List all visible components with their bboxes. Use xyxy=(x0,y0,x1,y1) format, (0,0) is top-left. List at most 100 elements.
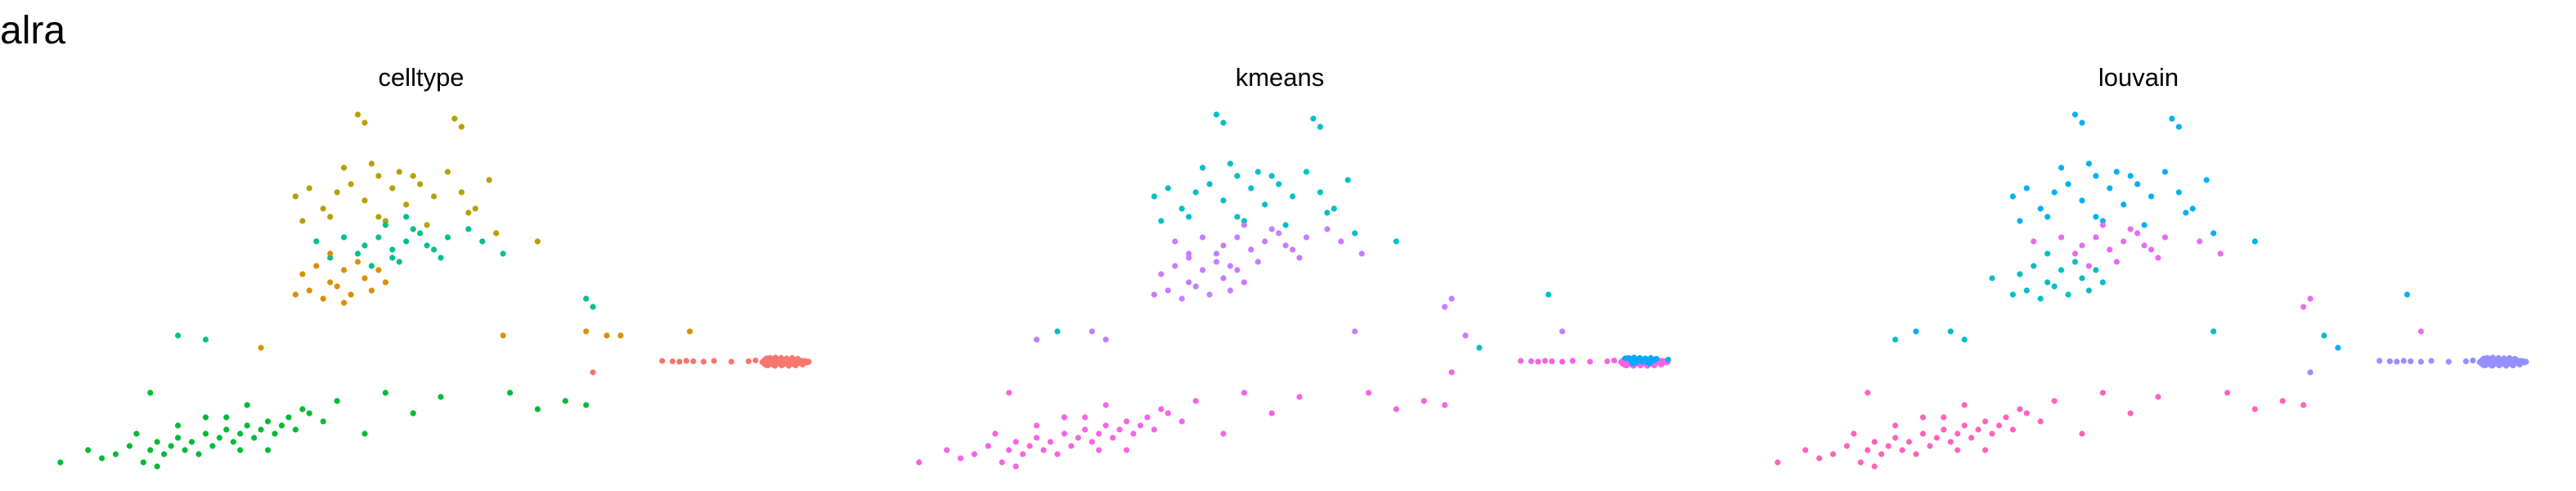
scatter-point xyxy=(382,279,388,286)
scatter-point xyxy=(1178,418,1185,425)
scatter-point xyxy=(1082,414,1088,421)
scatter-point xyxy=(1892,336,1899,343)
scatter-point xyxy=(403,238,410,245)
series-1 xyxy=(292,111,541,245)
scatter-point xyxy=(1165,410,1171,417)
scatter-point xyxy=(451,115,458,122)
scatter-point xyxy=(944,447,950,453)
scatter-point xyxy=(154,463,160,470)
scatter-point xyxy=(2017,218,2023,224)
scatter-point xyxy=(1012,439,1019,445)
scatter-point xyxy=(1227,263,1233,269)
scatter-point xyxy=(1206,181,1213,187)
scatter-point xyxy=(2071,259,2079,265)
scatter-point xyxy=(99,455,105,462)
scatter-point xyxy=(327,214,334,220)
scatter-point xyxy=(375,267,382,273)
scatter-point xyxy=(361,275,368,282)
scatter-point xyxy=(2523,358,2529,365)
scatter-point xyxy=(1892,422,1899,429)
scatter-point xyxy=(424,242,430,249)
scatter-point xyxy=(465,209,472,216)
scatter-point xyxy=(1241,218,1247,224)
scatter-point xyxy=(958,455,964,462)
scatter-point xyxy=(1982,418,1989,425)
scatter-point xyxy=(1989,275,1995,282)
scatter-point xyxy=(782,357,788,363)
scatter-point xyxy=(1545,291,1552,298)
scatter-point xyxy=(112,451,119,457)
scatter-point xyxy=(265,447,272,453)
scatter-point xyxy=(2085,160,2092,167)
scatter-point xyxy=(2400,358,2407,364)
scatter-point xyxy=(1611,357,1618,364)
scatter-point xyxy=(1775,459,1781,466)
scatter-point xyxy=(2251,238,2258,245)
scatter-point xyxy=(1559,358,1565,365)
scatter-point xyxy=(2376,358,2383,364)
scatter-point xyxy=(2321,332,2327,339)
scatter-point xyxy=(590,304,596,310)
scatter-point xyxy=(1012,463,1019,470)
scatter-point xyxy=(465,226,472,232)
scatter-point xyxy=(1995,422,2003,429)
scatter-point xyxy=(2279,398,2286,404)
scatter-point xyxy=(2085,287,2092,294)
scatter-point xyxy=(2251,406,2258,412)
scatter-point xyxy=(1102,336,1109,343)
scatter-point xyxy=(2023,287,2030,294)
scatter-point xyxy=(2085,263,2092,269)
scatter-point xyxy=(1630,360,1636,367)
scatter-point xyxy=(1954,430,1961,437)
scatter-point xyxy=(1192,189,1199,196)
scatter-point xyxy=(1303,169,1310,175)
scatter-point xyxy=(313,263,320,269)
scatter-point xyxy=(1061,430,1068,437)
scatter-point xyxy=(1102,422,1109,429)
scatter-point xyxy=(2003,414,2009,421)
scatter-point xyxy=(1165,287,1171,294)
scatter-point xyxy=(1172,263,1178,269)
scatter-point xyxy=(410,410,416,417)
scatter-point xyxy=(1665,356,1672,363)
scatter-point xyxy=(2488,360,2495,367)
scatter-point xyxy=(1130,430,1137,437)
scatter-point xyxy=(1442,304,1448,310)
scatter-point xyxy=(182,447,188,453)
scatter-point xyxy=(2051,189,2058,196)
scatter-point xyxy=(1331,205,1337,212)
scatter-point xyxy=(2079,197,2085,204)
scatter-point xyxy=(334,189,340,196)
scatter-point xyxy=(334,283,340,290)
scatter-point xyxy=(2203,177,2210,183)
scatter-point xyxy=(985,443,991,449)
scatter-point xyxy=(368,160,375,167)
scatter-point xyxy=(1989,430,1995,437)
scatter-point xyxy=(341,164,348,171)
scatter-point xyxy=(368,287,375,294)
scatter-point xyxy=(700,358,707,365)
scatter-point xyxy=(1865,390,1871,396)
scatter-point xyxy=(2428,358,2435,364)
scatter-point xyxy=(2210,328,2217,335)
scatter-point xyxy=(1420,398,1427,404)
scatter-point xyxy=(389,185,396,191)
scatter-point xyxy=(1802,447,1809,453)
scatter-point xyxy=(341,234,348,241)
scatter-point xyxy=(154,439,160,445)
scatter-point xyxy=(2445,358,2452,365)
scatter-point xyxy=(444,169,451,175)
scatter-point xyxy=(2462,358,2469,365)
scatter-point xyxy=(1947,328,1954,335)
scatter-point xyxy=(292,291,298,298)
scatter-point xyxy=(431,246,438,253)
scatter-point xyxy=(1878,451,1885,457)
scatter-point xyxy=(2099,279,2106,286)
scatter-point xyxy=(2493,357,2499,363)
scatter-point xyxy=(1549,358,1555,365)
scatter-point xyxy=(424,222,430,228)
scatter-point xyxy=(2408,358,2414,365)
scatter-point xyxy=(1569,358,1576,364)
scatter-point xyxy=(1186,279,1192,286)
scatter-point xyxy=(348,181,354,187)
